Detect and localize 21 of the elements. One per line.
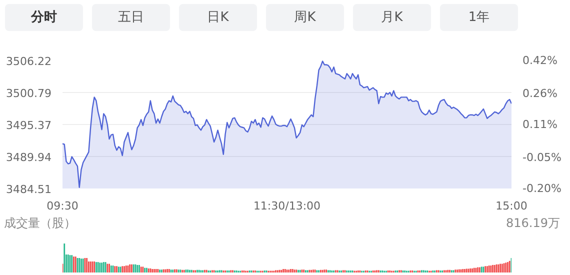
y2-tick-label: 0.11% (522, 118, 558, 131)
x-tick-label: 11:30/13:00 (253, 200, 321, 212)
text: 周K (294, 9, 316, 27)
y-tick-label: 3484.51 (6, 183, 52, 196)
x-tick-label: 09:30 (46, 200, 78, 212)
x-tick-label: 15:00 (496, 200, 528, 212)
y-tick-label: 3495.37 (6, 118, 52, 132)
y2-tick-label: -0.05% (522, 151, 562, 164)
text: 日K (207, 9, 229, 27)
y2-tick-label: 0.26% (522, 87, 558, 100)
text: 分时 (31, 9, 57, 27)
text: 1年 (468, 9, 490, 27)
text: 月K (381, 9, 403, 27)
y-tick-label: 3506.22 (6, 55, 52, 68)
text: 816.19万 (506, 215, 560, 232)
y-tick-label: 3489.94 (6, 150, 52, 164)
y2-tick-label: -0.20% (522, 182, 562, 195)
text: 五日 (118, 9, 144, 27)
chart-title: 成交量（股） (4, 215, 76, 232)
y2-tick-label: 0.42% (522, 54, 558, 67)
y-tick-label: 3500.79 (6, 87, 52, 100)
